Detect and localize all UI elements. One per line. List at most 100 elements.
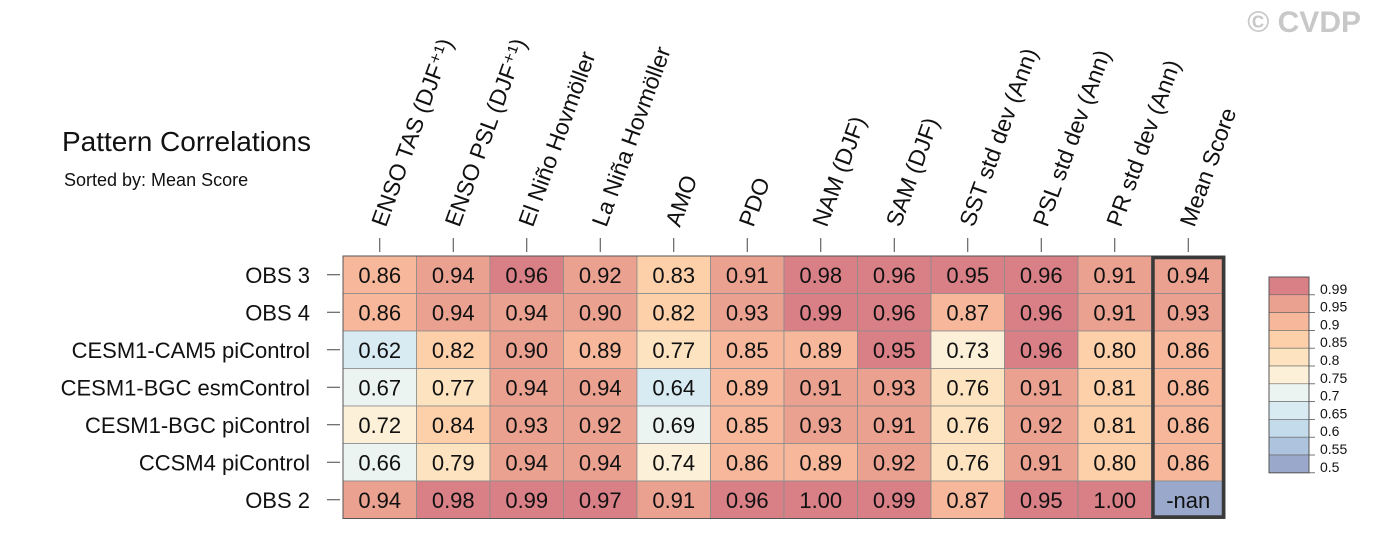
cell-value-label: 0.85: [726, 413, 769, 438]
cell-value-label: 0.81: [1093, 413, 1136, 438]
cell-value-label: 0.94: [432, 300, 475, 325]
cell-value-label: 0.92: [873, 450, 916, 475]
heatmap-cell: [783, 368, 858, 407]
colorbar-label: 0.75: [1320, 370, 1347, 386]
cell-value-label: 0.99: [799, 300, 842, 325]
column-label: Mean Score: [1175, 104, 1242, 229]
heatmap-cell: [563, 480, 638, 519]
colorbar-label: 0.85: [1320, 334, 1347, 350]
heatmap-cell: [342, 330, 417, 369]
cell-value-label: 0.91: [1093, 300, 1136, 325]
colorbar-frame: [1268, 276, 1310, 474]
cell-value-label: 0.96: [1020, 300, 1063, 325]
cell-value-label: 0.94: [1167, 263, 1210, 288]
cell-value-label: 0.91: [1020, 450, 1063, 475]
heatmap-cell: [489, 330, 564, 369]
heatmap-cell: [636, 405, 711, 444]
colorbar-swatch: [1268, 454, 1310, 474]
heatmap-cell: [1151, 405, 1226, 444]
colorbar-swatch: [1268, 294, 1310, 313]
heatmap-cell: [710, 480, 785, 519]
cell-value-label: 0.91: [873, 413, 916, 438]
cell-value-label: 0.86: [726, 450, 769, 475]
colorbar-swatch: [1268, 419, 1310, 438]
cell-value-label: 0.96: [726, 488, 769, 513]
chart-subtitle: Sorted by: Mean Score: [64, 170, 249, 190]
colorbar-label: 0.7: [1320, 388, 1340, 404]
heatmap-cell: [563, 405, 638, 444]
colorbar-label: 0.55: [1320, 441, 1347, 457]
heatmap-cell: [710, 330, 785, 369]
chart-title: Pattern Correlations: [62, 126, 312, 157]
cell-value-label: 0.73: [946, 338, 989, 363]
heatmap-cell: [857, 405, 932, 444]
heatmap-cell: [1004, 480, 1079, 519]
row-label: CESM1-BGC piControl: [85, 413, 310, 438]
cell-value-label: 0.93: [873, 375, 916, 400]
cell-value-label: 0.95: [1020, 488, 1063, 513]
cell-value-label: 1.00: [1093, 488, 1136, 513]
heatmap-cell: [710, 443, 785, 482]
heatmap-cell: [930, 480, 1005, 519]
column-label: PR std dev (Ann): [1101, 56, 1185, 229]
cell-value-label: 0.93: [505, 413, 548, 438]
cell-value-label: 0.89: [799, 450, 842, 475]
cell-value-label: 0.76: [946, 413, 989, 438]
colorbar-swatch: [1268, 330, 1310, 349]
heatmap-cell: [1077, 255, 1152, 294]
cell-value-label: 0.76: [946, 450, 989, 475]
cell-value-label: 0.89: [579, 338, 622, 363]
cell-value-label: 0.79: [432, 450, 475, 475]
heatmap-cell: [1004, 443, 1079, 482]
cell-value-label: 0.98: [799, 263, 842, 288]
cell-value-label: 0.77: [652, 338, 695, 363]
row-label: CESM1-BGC esmControl: [61, 375, 310, 400]
cell-value-label: 0.66: [358, 450, 401, 475]
colorbar-swatch: [1268, 276, 1310, 296]
colorbar-swatch: [1268, 383, 1310, 402]
cell-value-label: 0.87: [946, 488, 989, 513]
cell-value-label: 0.86: [1167, 450, 1210, 475]
heatmap-cell: [416, 368, 491, 407]
row-label: OBS 2: [245, 488, 310, 513]
heatmap-cell: [710, 368, 785, 407]
colorbar-label: 0.9: [1320, 316, 1340, 332]
cell-value-label: 0.86: [358, 300, 401, 325]
cell-value-label: 0.81: [1093, 375, 1136, 400]
heatmap-cell: [636, 293, 711, 332]
cell-value-label: 0.94: [505, 375, 548, 400]
colorbar-swatch: [1268, 401, 1310, 420]
cell-value-label: 0.93: [799, 413, 842, 438]
heatmap-cell: [1151, 255, 1226, 294]
heatmap-cell: [636, 368, 711, 407]
row-label: OBS 4: [245, 300, 310, 325]
cell-value-label: 0.64: [652, 375, 695, 400]
heatmap-cell: [489, 368, 564, 407]
heatmap-cell: [416, 443, 491, 482]
cell-value-label: 0.91: [1020, 375, 1063, 400]
heatmap-cell: [1077, 405, 1152, 444]
heatmap-cell: [1004, 405, 1079, 444]
heatmap-cell: [1077, 293, 1152, 332]
cell-value-label: 0.87: [946, 300, 989, 325]
cell-value-label: 0.69: [652, 413, 695, 438]
colorbar-swatch: [1268, 436, 1310, 456]
cell-value-label: 0.86: [1167, 375, 1210, 400]
cell-value-label: 0.80: [1093, 338, 1136, 363]
heatmap-cell: [563, 330, 638, 369]
cell-value-label: 0.97: [579, 488, 622, 513]
column-label: PSL std dev (Ann): [1028, 46, 1116, 229]
heatmap-cell: [930, 443, 1005, 482]
cell-value-label: 0.89: [799, 338, 842, 363]
cell-value-label: 0.91: [799, 375, 842, 400]
cell-value-label: 0.86: [1167, 413, 1210, 438]
row-label: OBS 3: [245, 263, 310, 288]
heatmap-cell: [710, 405, 785, 444]
cell-value-label: 0.86: [358, 263, 401, 288]
cell-value-label: 0.85: [726, 338, 769, 363]
heatmap-cell: [1077, 480, 1152, 519]
colorbar-swatch: [1268, 312, 1310, 331]
colorbar-label: 0.65: [1320, 405, 1347, 421]
credit-label: © CVDP: [1247, 6, 1361, 39]
